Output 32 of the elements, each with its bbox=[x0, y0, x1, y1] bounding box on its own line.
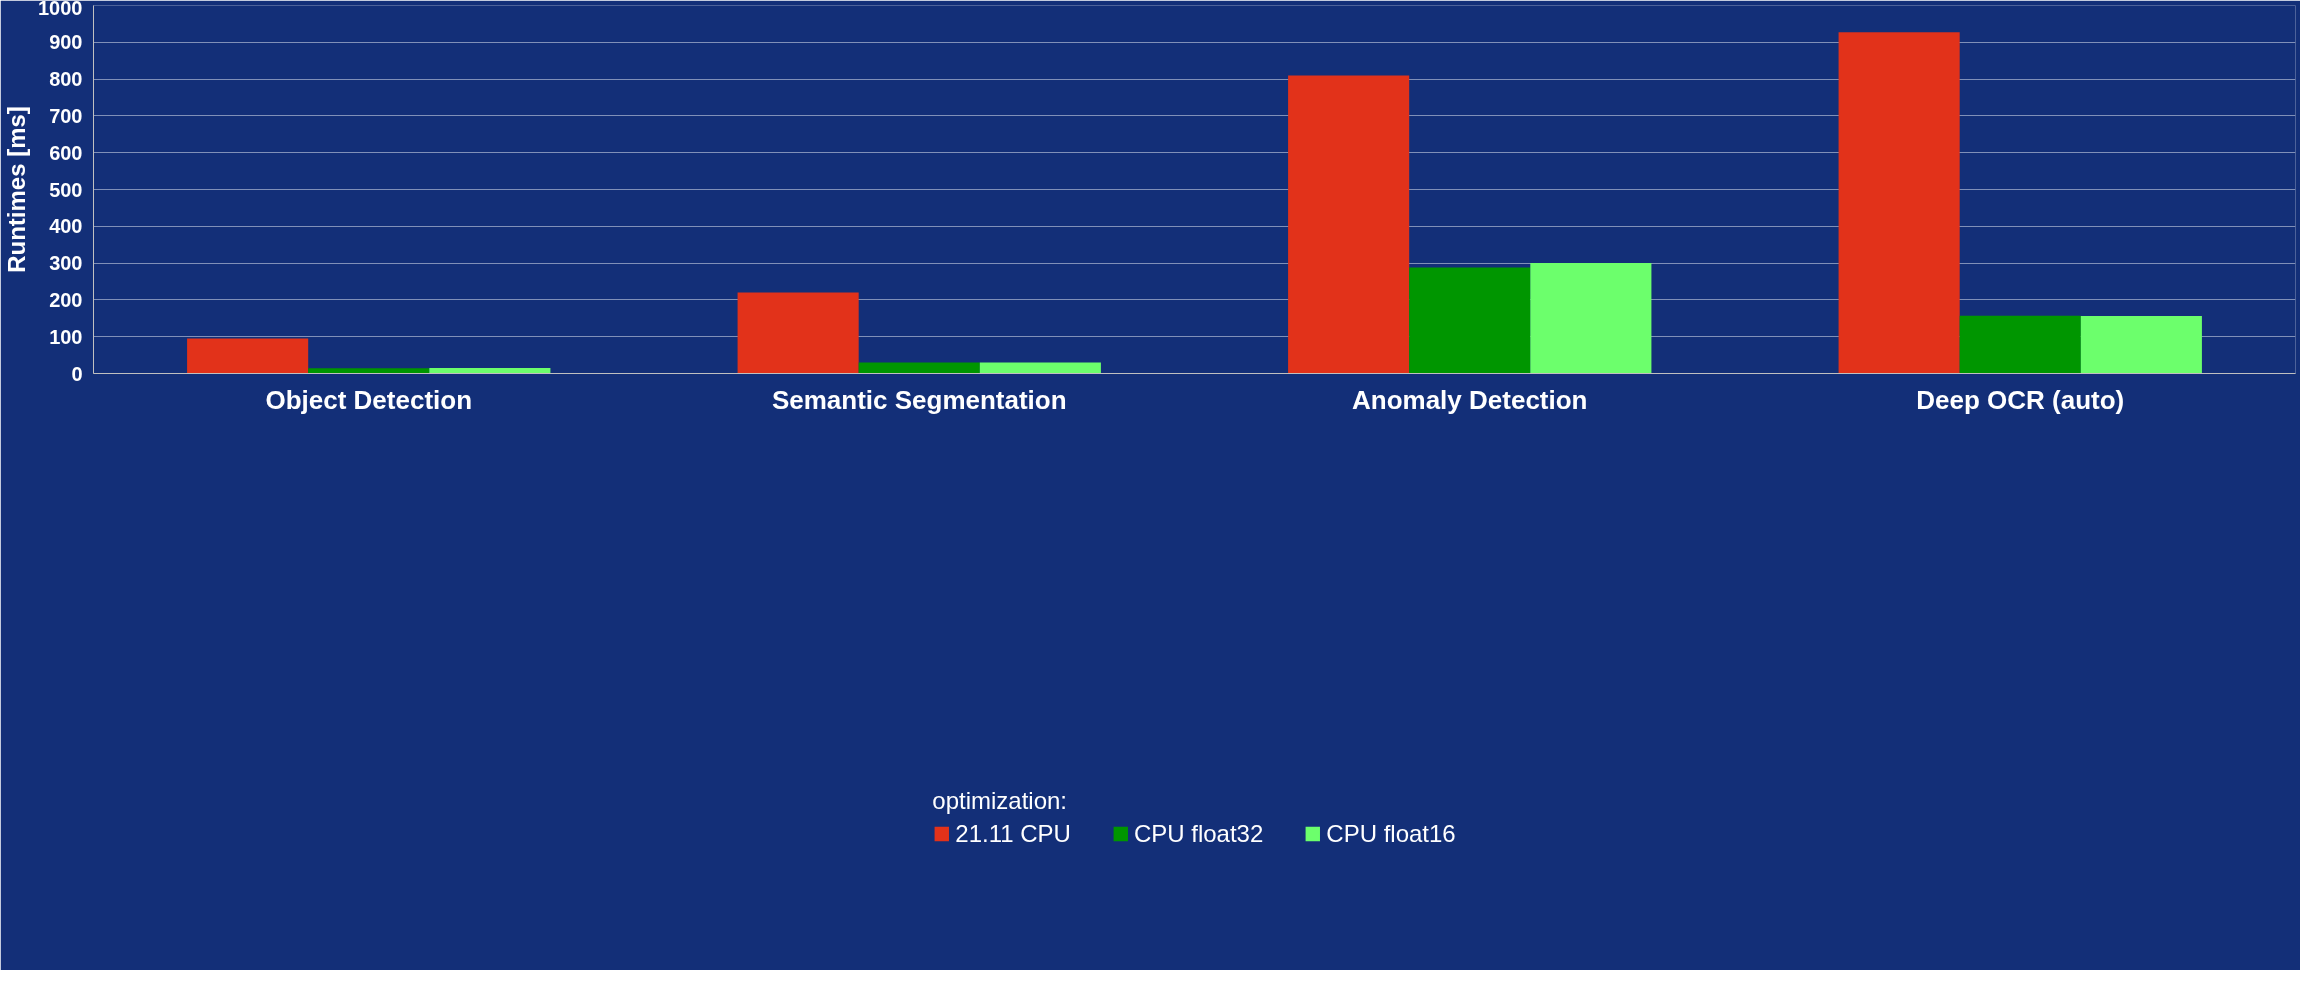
y-tick-label: 1000 bbox=[38, 0, 83, 19]
bar bbox=[187, 338, 309, 374]
bar bbox=[737, 292, 859, 374]
y-tick-label: 0 bbox=[71, 362, 83, 385]
legend-title: optimization: bbox=[932, 786, 1068, 814]
bar bbox=[1959, 315, 2081, 374]
x-tick-label: Object Detection bbox=[265, 384, 473, 415]
legend-label: CPU float16 bbox=[1326, 819, 1456, 847]
y-tick-label: 900 bbox=[49, 31, 83, 54]
bar bbox=[2080, 316, 2202, 374]
bar bbox=[1838, 32, 1960, 374]
bar bbox=[308, 368, 430, 374]
bar bbox=[858, 362, 980, 374]
legend-label: 21.11 CPU bbox=[955, 819, 1071, 847]
y-tick-label: 800 bbox=[49, 68, 83, 91]
y-tick-label: 500 bbox=[49, 178, 83, 201]
y-tick-label: 400 bbox=[49, 215, 83, 238]
y-tick-label: 200 bbox=[49, 288, 83, 311]
x-tick-label: Semantic Segmentation bbox=[771, 384, 1067, 415]
bar bbox=[979, 362, 1101, 374]
x-tick-label: Deep OCR (auto) bbox=[1916, 384, 2125, 415]
bar bbox=[1288, 75, 1410, 374]
y-axis-title: Runtimes [ms] bbox=[3, 106, 31, 273]
bar bbox=[1409, 267, 1531, 374]
x-tick-label: Anomaly Detection bbox=[1352, 384, 1588, 415]
y-tick-label: 600 bbox=[49, 141, 83, 164]
y-tick-label: 100 bbox=[49, 325, 83, 348]
y-tick-label: 300 bbox=[49, 252, 83, 275]
bar bbox=[1530, 263, 1652, 374]
y-tick-label: 700 bbox=[49, 104, 83, 127]
legend-label: CPU float32 bbox=[1133, 819, 1264, 847]
bar bbox=[429, 367, 551, 374]
